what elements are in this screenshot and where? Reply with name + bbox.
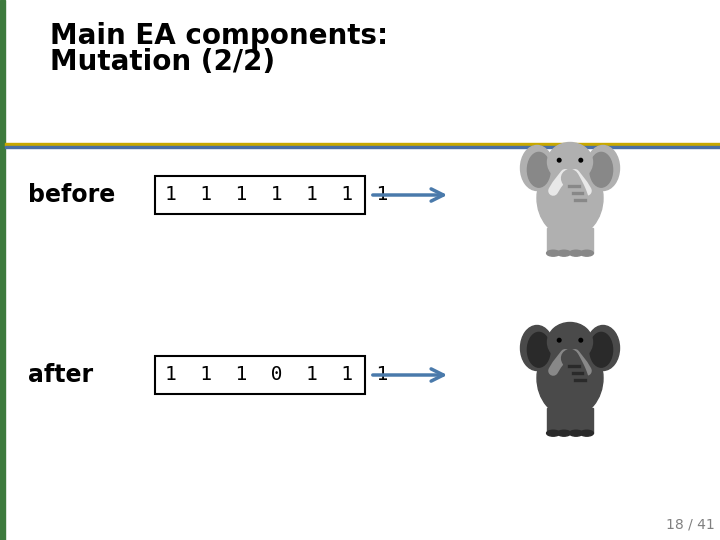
Ellipse shape [547, 322, 593, 361]
Bar [558, 228, 570, 253]
Ellipse shape [546, 430, 560, 436]
Bar [581, 228, 593, 253]
Ellipse shape [580, 250, 593, 256]
Text: Main EA components:: Main EA components: [50, 22, 388, 50]
Ellipse shape [557, 339, 561, 342]
Ellipse shape [577, 388, 585, 394]
Ellipse shape [557, 250, 571, 256]
Text: Mutation (2/2): Mutation (2/2) [50, 48, 275, 76]
Ellipse shape [580, 430, 593, 436]
Ellipse shape [527, 333, 550, 367]
Ellipse shape [521, 326, 554, 370]
Ellipse shape [537, 159, 603, 237]
Bar [570, 228, 582, 253]
Ellipse shape [559, 144, 580, 159]
Text: 1  1  1  1  1  1  1: 1 1 1 1 1 1 1 [165, 186, 388, 205]
Ellipse shape [587, 145, 619, 191]
Ellipse shape [590, 152, 613, 187]
Ellipse shape [570, 430, 582, 436]
Bar [155, 356, 365, 394]
Bar [547, 228, 559, 253]
Ellipse shape [547, 143, 593, 181]
Ellipse shape [577, 208, 585, 214]
Ellipse shape [579, 339, 582, 342]
Bar [0, 0, 5, 540]
Text: after: after [28, 363, 93, 387]
Bar [155, 176, 365, 214]
Bar [558, 408, 570, 433]
Ellipse shape [557, 158, 561, 162]
Ellipse shape [557, 430, 571, 436]
Ellipse shape [570, 250, 582, 256]
Text: 1  1  1  0  1  1  1: 1 1 1 0 1 1 1 [165, 366, 388, 384]
Ellipse shape [521, 145, 554, 191]
Bar [581, 408, 593, 433]
Ellipse shape [579, 158, 582, 162]
Ellipse shape [590, 333, 613, 367]
Text: before: before [28, 183, 115, 207]
Bar [570, 408, 582, 433]
Bar [5, 143, 720, 146]
Ellipse shape [587, 326, 619, 370]
Text: 18 / 41: 18 / 41 [666, 518, 715, 532]
Ellipse shape [559, 325, 580, 339]
Ellipse shape [546, 250, 560, 256]
Ellipse shape [537, 339, 603, 417]
Bar [5, 146, 720, 148]
Bar [547, 408, 559, 433]
Ellipse shape [527, 152, 550, 187]
